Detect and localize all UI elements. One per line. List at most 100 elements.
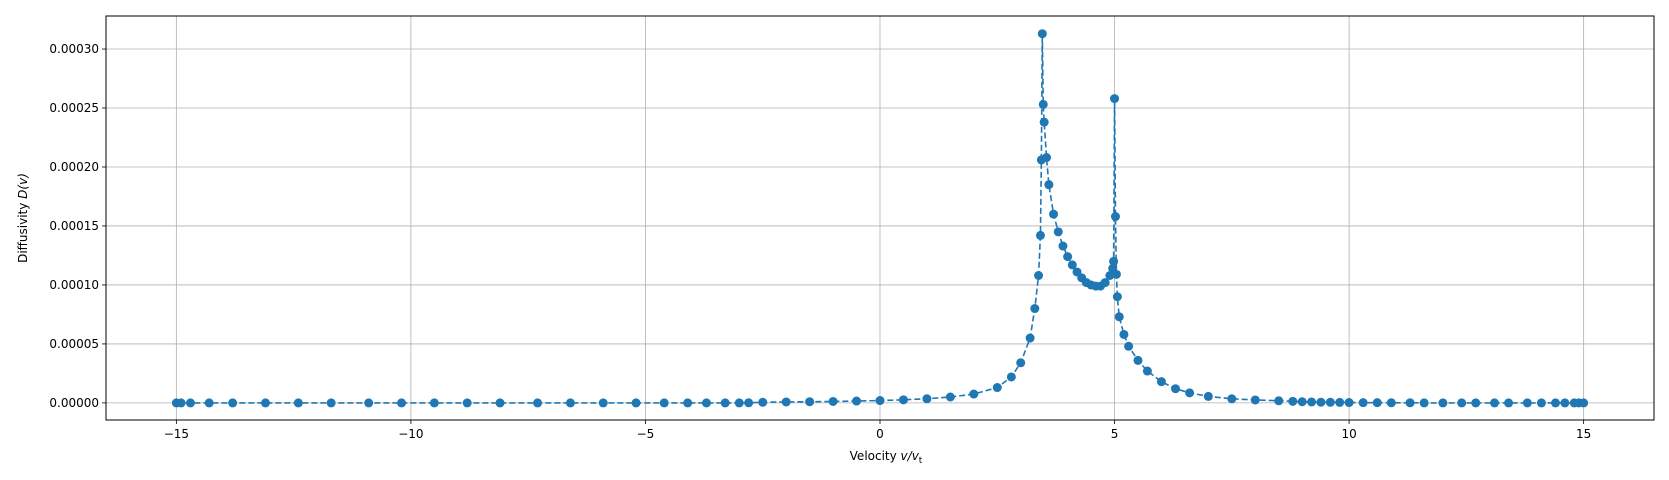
x-axis: −15 −10 −5 0 5 10 15 <box>164 420 1591 441</box>
data-point <box>1227 394 1237 404</box>
data-point <box>1288 396 1298 406</box>
data-point <box>1110 94 1120 104</box>
data-point <box>260 398 270 408</box>
data-point <box>1438 398 1448 408</box>
y-axis-label: Diffusivity D(v) <box>16 173 30 263</box>
x-axis-label-text: Velocity <box>850 449 901 463</box>
data-point <box>898 395 908 405</box>
x-axis-label: Velocity v/vt <box>850 449 923 466</box>
data-point <box>1457 398 1467 408</box>
data-point <box>1109 256 1119 266</box>
y-tick-label: 0.00000 <box>49 396 99 410</box>
data-point <box>1100 278 1110 288</box>
data-point <box>1335 397 1345 407</box>
data-point <box>1006 372 1016 382</box>
data-point <box>1203 391 1213 401</box>
data-point <box>828 396 838 406</box>
data-point <box>852 396 862 406</box>
data-point <box>1142 366 1152 376</box>
data-point <box>1038 99 1048 109</box>
data-point <box>533 398 543 408</box>
data-point <box>1274 396 1284 406</box>
data-point <box>1307 397 1317 407</box>
data-point <box>720 398 730 408</box>
data-point <box>364 398 374 408</box>
x-tick-label: 15 <box>1576 427 1591 441</box>
data-point <box>462 398 472 408</box>
data-point <box>1067 260 1077 270</box>
data-point <box>176 398 186 408</box>
data-point <box>1039 117 1049 127</box>
data-point <box>1037 29 1047 39</box>
data-point <box>922 394 932 404</box>
data-point <box>1030 304 1040 314</box>
y-tick-label: 0.00005 <box>49 337 99 351</box>
data-point <box>781 397 791 407</box>
data-point <box>875 396 885 406</box>
data-point <box>1063 252 1073 262</box>
data-point <box>1471 398 1481 408</box>
data-point <box>1579 398 1589 408</box>
data-point <box>1419 398 1429 408</box>
y-tick-label: 0.00020 <box>49 160 99 174</box>
data-point <box>397 398 407 408</box>
y-tick-label: 0.00010 <box>49 278 99 292</box>
data-point <box>1560 398 1570 408</box>
data-point <box>1133 355 1143 365</box>
data-point <box>1044 180 1054 190</box>
data-point <box>429 398 439 408</box>
data-point <box>1504 398 1514 408</box>
y-tick-label: 0.00030 <box>49 42 99 56</box>
data-point <box>1405 398 1415 408</box>
data-point <box>758 397 768 407</box>
data-point <box>1049 209 1059 219</box>
x-tick-label: −15 <box>164 427 189 441</box>
data-point <box>228 398 238 408</box>
series-layer <box>171 29 1589 408</box>
y-axis: 0.00000 0.00005 0.00010 0.00015 0.00020 0.000… <box>49 42 106 410</box>
data-point <box>1053 227 1063 237</box>
data-point <box>734 398 744 408</box>
data-point <box>744 398 754 408</box>
data-point <box>1111 269 1121 279</box>
data-point <box>185 398 195 408</box>
y-tick-label: 0.00015 <box>49 219 99 233</box>
x-tick-label: −5 <box>637 427 655 441</box>
data-point <box>326 398 336 408</box>
data-point <box>1016 358 1026 368</box>
data-point <box>1058 241 1068 251</box>
data-point <box>1490 398 1500 408</box>
data-point <box>293 398 303 408</box>
data-point <box>1034 271 1044 280</box>
data-point <box>659 398 669 408</box>
data-point <box>1185 388 1195 398</box>
data-point <box>969 389 979 399</box>
data-point <box>1124 341 1134 351</box>
y-axis-label-math: D(v) <box>16 173 30 199</box>
data-point <box>1325 397 1335 407</box>
data-point <box>1110 212 1120 222</box>
x-axis-label-math: v/v <box>901 449 920 463</box>
data-point <box>701 398 711 408</box>
data-point <box>565 398 575 408</box>
data-point <box>1156 377 1166 387</box>
data-point <box>1550 398 1560 408</box>
data-point <box>1316 397 1326 407</box>
data-point <box>1035 230 1045 240</box>
data-point <box>805 397 815 407</box>
data-point <box>992 383 1002 393</box>
data-point <box>598 398 608 408</box>
data-point <box>495 398 505 408</box>
data-point <box>1344 398 1354 408</box>
data-point <box>1114 312 1124 322</box>
data-point <box>683 398 693 408</box>
x-tick-label: 10 <box>1341 427 1356 441</box>
x-tick-label: 0 <box>876 427 884 441</box>
data-point <box>204 398 214 408</box>
data-point <box>1297 397 1307 407</box>
data-point <box>1250 395 1260 405</box>
data-point <box>1025 333 1035 343</box>
x-tick-label: −10 <box>398 427 423 441</box>
data-point <box>945 392 955 402</box>
